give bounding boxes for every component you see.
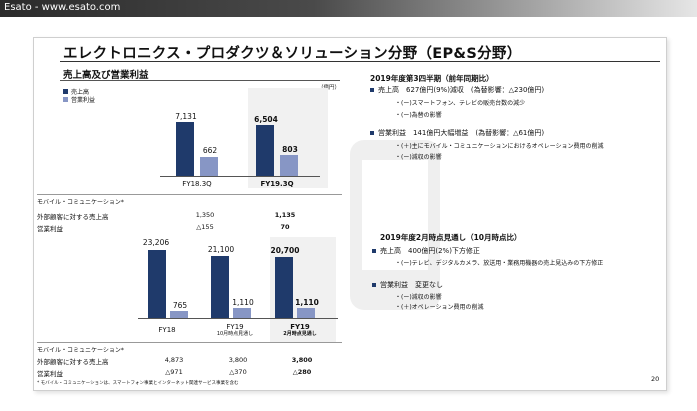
cell-value: 1,135: [274, 211, 296, 219]
bullet-square-icon: [370, 88, 374, 92]
bullet-text: 売上高 400億円(2%)下方修正: [380, 247, 480, 255]
title-divider: [60, 61, 660, 62]
bullet-text: 営業利益 141億円大幅増益 (為替影響：△61億円): [378, 129, 545, 137]
cell-value: △280: [292, 368, 312, 376]
x-label-sub: 2月時点見通し: [283, 331, 317, 337]
x-label-text: FY19: [290, 323, 310, 331]
chart-legend: 売上高 営業利益: [63, 87, 96, 104]
legend-label-op: 営業利益: [71, 96, 96, 104]
cell-value: 3,800: [228, 356, 248, 364]
q3-bullet-sales: 売上高 627億円(9%)減収 (為替影響：△230億円): [370, 85, 544, 95]
row-label: 営業利益: [37, 370, 63, 378]
x-label-fy18: FY18: [158, 326, 176, 334]
window-title: Esato - www.esato.com: [4, 2, 121, 13]
slide-title: エレクトロニクス・プロダクツ＆ソリューション分野（EP&S分野）: [63, 46, 522, 62]
legend-label-sales: 売上高: [71, 88, 90, 96]
bullet-text: 営業利益 変更なし: [380, 281, 443, 289]
x-label-fy19q3: FY19.3Q: [260, 180, 294, 188]
x-label-sub: 10月時点見通し: [216, 331, 254, 337]
cell-value: 3,800: [291, 356, 313, 364]
bar-op-fy19-feb: [297, 308, 315, 318]
forecast-sales-detail: ・(ー)テレビ、デジタルカメラ、放送用・業務用機器の売上見込みの下方修正: [395, 260, 604, 267]
value-label-op-fy19q3: 803: [282, 145, 298, 154]
x-axis-bottom: [138, 318, 338, 319]
chart-section-title: 売上高及び営業利益: [63, 70, 149, 81]
cell-value: 1,350: [195, 211, 215, 219]
value-label-sales-fy18q3: 7,131: [175, 112, 197, 121]
row-label: 外部顧客に対する売上高: [37, 213, 109, 221]
page-number: 20: [651, 375, 660, 383]
q3-sales-detail-1: ・(ー)スマートフォン、テレビの販売台数の減少: [395, 100, 526, 107]
x-label-text: FY19: [226, 323, 244, 331]
forecast-section-title: 2019年度2月時点見通し（10月時点比）: [380, 233, 522, 242]
slide-frame: [33, 37, 667, 391]
footnote: * モバイル・コミュニケーションは、スマートフォン事業とインターネット関連サービ…: [37, 381, 239, 386]
cell-value: 4,873: [164, 356, 184, 364]
cell-value: 70: [280, 223, 290, 231]
bar-op-fy19-oct: [233, 308, 251, 318]
table-caption-bottom: モバイル・コミュニケーション*: [37, 347, 124, 354]
value-label-op-fy18q3: 662: [202, 146, 218, 155]
bullet-square-icon: [370, 131, 374, 135]
x-axis-top: [160, 176, 320, 177]
legend-swatch-op: [63, 96, 68, 102]
bar-sales-fy18q3: [176, 122, 194, 176]
bar-sales-fy19q3: [256, 125, 274, 176]
table-row: 外部顧客に対する売上高 1,350 1,135: [37, 211, 342, 221]
value-label-sales-fy19q3: 6,504: [254, 115, 278, 124]
browser-title-bar: Esato - www.esato.com: [0, 0, 697, 17]
q3-op-detail-2: ・(ー)減収の影響: [395, 154, 442, 161]
legend-item-sales: 売上高: [63, 87, 95, 96]
row-label: 営業利益: [37, 225, 63, 233]
cell-value: △971: [165, 368, 183, 376]
bar-op-fy18q3: [200, 157, 218, 176]
x-label-fy19-oct: FY19 10月時点見通し: [205, 323, 265, 337]
x-label-fy18q3: FY18.3Q: [182, 180, 212, 188]
table-caption-top: モバイル・コミュニケーション*: [37, 199, 124, 206]
table-row: 営業利益 △155 70: [37, 223, 342, 233]
table-row: 営業利益 △971 △370 △280: [37, 368, 342, 378]
value-label-sales-fy18: 23,206: [142, 238, 170, 247]
legend-swatch-sales: [63, 88, 68, 94]
table-row: 外部顧客に対する売上高 4,873 3,800 3,800: [37, 356, 342, 366]
legend-item-op: 営業利益: [63, 95, 96, 104]
bar-op-fy18: [170, 311, 188, 318]
cell-value: △370: [229, 368, 247, 376]
forecast-op-detail-1: ・(ー)減収の影響: [395, 294, 442, 301]
q3-op-detail-1: ・(＋)主にモバイル・コミュニケーションにおけるオペレーション費用の削減: [395, 143, 604, 150]
forecast-bullet-sales: 売上高 400億円(2%)下方修正: [372, 246, 480, 256]
value-label-sales-fy19-feb: 20,700: [270, 246, 300, 255]
bullet-text: 売上高 627億円(9%)減収 (為替影響：△230億円): [378, 86, 545, 94]
value-label-op-fy18: 765: [172, 301, 188, 310]
forecast-op-detail-2: ・(＋)オペレーション費用の削減: [395, 304, 484, 311]
cell-value: △155: [196, 223, 214, 231]
value-label-sales-fy19-oct: 21,100: [207, 245, 235, 254]
forecast-bullet-op: 営業利益 変更なし: [372, 280, 443, 290]
x-label-fy19-feb: FY19 2月時点見通し: [270, 323, 330, 337]
row-label: 外部顧客に対する売上高: [37, 358, 109, 366]
bullet-square-icon: [372, 283, 376, 287]
bar-sales-fy18: [148, 250, 166, 318]
q3-sales-detail-2: ・(ー)為替の影響: [395, 112, 442, 119]
table-top-rule: [37, 194, 342, 195]
q3-section-title: 2019年度第3四半期（前年同期比）: [370, 74, 494, 83]
value-label-op-fy19-oct: 1,110: [232, 298, 254, 307]
unit-label: （億円）: [318, 85, 341, 91]
phone-watermark-icon: [350, 140, 440, 310]
q3-bullet-op: 営業利益 141億円大幅増益 (為替影響：△61億円): [370, 128, 544, 138]
table-bottom-rule: [37, 342, 342, 343]
bullet-square-icon: [372, 249, 376, 253]
bar-op-fy19q3: [280, 155, 298, 176]
bar-sales-fy19-oct: [211, 256, 229, 318]
section-divider: [60, 80, 340, 81]
value-label-op-fy19-feb: 1,110: [295, 298, 319, 307]
bar-sales-fy19-feb: [275, 257, 293, 318]
